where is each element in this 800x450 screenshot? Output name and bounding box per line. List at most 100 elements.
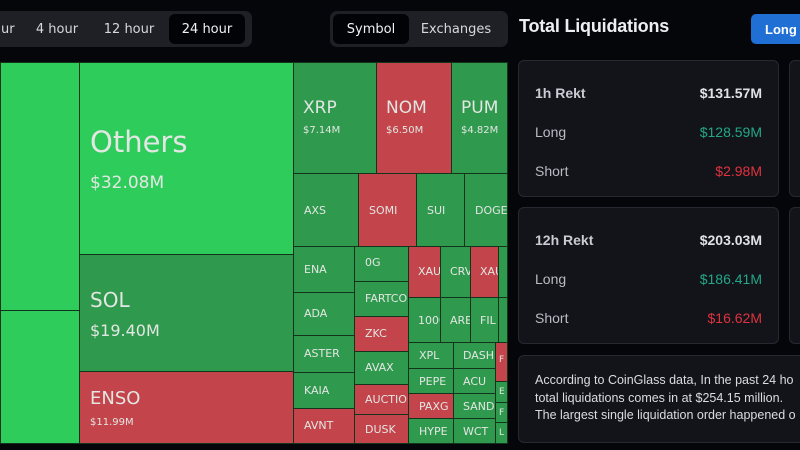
- cell-symbol: E: [499, 387, 505, 397]
- treemap-cell-doge[interactable]: DOGE: [464, 173, 508, 247]
- cell-symbol: SOMI: [369, 204, 398, 217]
- cell-symbol: FARTCOI: [365, 292, 409, 305]
- cell-symbol: ENA: [304, 263, 327, 276]
- treemap-cell-zkc[interactable]: ZKC: [354, 316, 409, 352]
- treemap-cell-paxg[interactable]: PAXG: [408, 393, 454, 419]
- treemap-cell-small[interactable]: [498, 246, 508, 298]
- liquidation-summary: According to CoinGlass data, In the past…: [518, 355, 800, 443]
- cell-symbol: 1000: [418, 314, 440, 327]
- cell-symbol: CRV: [450, 265, 471, 278]
- cell-symbol: ASTER: [304, 347, 340, 360]
- treemap-cell-dusk[interactable]: DUSK: [354, 414, 409, 444]
- treemap-cell-xau[interactable]: XAU: [408, 246, 441, 298]
- treemap-cell-ada[interactable]: ADA: [293, 292, 355, 336]
- treemap-cell-tiny[interactable]: L: [495, 422, 508, 444]
- treemap-cell-xrp[interactable]: XRP $7.14M: [293, 62, 377, 174]
- summary-line: According to CoinGlass data, In the past…: [535, 373, 794, 387]
- treemap-cell-others[interactable]: Others $32.08M: [79, 62, 294, 255]
- treemap-cell-tiny[interactable]: F: [495, 402, 508, 423]
- treemap-cell-aster[interactable]: ASTER: [293, 335, 355, 373]
- treemap-cell-hype[interactable]: HYPE: [408, 418, 454, 444]
- cell-symbol: PAXG: [419, 400, 449, 413]
- cell-symbol: AUCTIOI: [365, 393, 409, 406]
- short-label: Short: [535, 310, 569, 326]
- cell-symbol: F: [499, 408, 505, 418]
- treemap-cell-fil[interactable]: FIL: [470, 297, 499, 343]
- long-label: Long: [535, 124, 567, 140]
- cell-value: $19.40M: [90, 321, 160, 340]
- short-value: $16.62M: [707, 310, 762, 326]
- tab-24-hour[interactable]: 24 hour: [169, 14, 245, 44]
- treemap-cell-sui[interactable]: SUI: [416, 173, 465, 247]
- treemap-cell-tiny[interactable]: F: [495, 342, 508, 382]
- treemap-cell-fartcoin[interactable]: FARTCOI: [354, 281, 409, 317]
- cell-symbol: KAIA: [304, 384, 330, 397]
- treemap-cell-somi[interactable]: SOMI: [358, 173, 417, 247]
- treemap-cell-avax[interactable]: AVAX: [354, 351, 409, 385]
- panel-title: Total Liquidations: [519, 16, 670, 36]
- tab-12-hour[interactable]: 12 hour: [103, 21, 155, 37]
- treemap-cell-acu[interactable]: ACU: [453, 368, 496, 394]
- treemap-cell-eth[interactable]: [0, 310, 80, 444]
- cell-symbol: XAU: [418, 265, 441, 278]
- treemap-cell-xaut[interactable]: XAU: [470, 246, 499, 298]
- short-label: Short: [535, 163, 569, 179]
- treemap-cell-avnt[interactable]: AVNT: [293, 408, 355, 444]
- tab-1-hour[interactable]: ur: [1, 21, 15, 37]
- treemap-cell-1000[interactable]: 1000: [408, 297, 441, 343]
- long-label: Long: [535, 271, 567, 287]
- treemap-cell-sand[interactable]: SAND: [453, 393, 496, 419]
- cell-symbol: L: [499, 428, 505, 438]
- cell-symbol: HYPE: [419, 425, 448, 438]
- cell-symbol: DUSK: [365, 423, 396, 436]
- card-4h-rekt: [789, 60, 800, 197]
- summary-line: total liquidations comes in at $254.15 m…: [535, 390, 784, 405]
- treemap-cell-sol[interactable]: SOL $19.40M: [79, 254, 294, 372]
- treemap-cell-wct[interactable]: WCT: [453, 418, 496, 444]
- cell-symbol: XRP: [303, 98, 337, 118]
- treemap-cell-xpl[interactable]: XPL: [408, 342, 454, 369]
- cell-value: $11.99M: [90, 417, 134, 428]
- cell-symbol: PUM: [461, 98, 499, 118]
- short-value: $2.98M: [715, 163, 762, 179]
- treemap-cell-auction[interactable]: AUCTIOI: [354, 384, 409, 415]
- treemap-cell-small[interactable]: [498, 297, 508, 343]
- tab-symbol[interactable]: Symbol: [333, 14, 409, 44]
- cell-value: $32.08M: [90, 173, 165, 193]
- treemap-cell-ena[interactable]: ENA: [293, 246, 355, 293]
- liquidation-treemap: Others $32.08M SOL $19.40M ENSO $11.99M …: [0, 62, 508, 444]
- cell-symbol: ADA: [304, 307, 328, 320]
- cell-symbol: ZKC: [365, 327, 387, 340]
- treemap-cell-are[interactable]: ARE: [440, 297, 471, 343]
- tab-exchanges[interactable]: Exchanges: [420, 21, 492, 37]
- treemap-cell-crv[interactable]: CRV: [440, 246, 471, 298]
- cell-value: $4.82M: [461, 125, 499, 136]
- cell-symbol: XAU: [480, 265, 498, 278]
- cell-symbol: SUI: [427, 204, 446, 217]
- long-button[interactable]: Long: [751, 14, 800, 44]
- cell-symbol: NOM: [386, 98, 427, 118]
- card-1h-rekt: 1h Rekt $131.57M Long $128.59M Short $2.…: [518, 60, 779, 197]
- treemap-cell-pepe[interactable]: PEPE: [408, 368, 454, 394]
- treemap-cell-0g[interactable]: 0G: [354, 246, 409, 282]
- card-title: 12h Rekt: [535, 232, 594, 248]
- treemap-cell-tiny[interactable]: E: [495, 381, 508, 403]
- treemap-cell-enso[interactable]: ENSO $11.99M: [79, 371, 294, 444]
- cell-symbol: ACU: [463, 375, 487, 388]
- cell-symbol: SOL: [90, 288, 130, 312]
- treemap-cell-nom[interactable]: NOM $6.50M: [376, 62, 452, 174]
- tab-4-hour[interactable]: 4 hour: [35, 21, 79, 37]
- treemap-cell-dash[interactable]: DASH: [453, 342, 496, 369]
- cell-symbol: SAND: [463, 400, 495, 413]
- cell-symbol: F: [499, 355, 505, 365]
- total-value: $131.57M: [699, 85, 762, 101]
- treemap-cell-btc[interactable]: [0, 62, 80, 311]
- treemap-cell-kaia[interactable]: KAIA: [293, 372, 355, 409]
- card-24h-rekt: [789, 207, 800, 344]
- cell-symbol: XPL: [419, 349, 440, 362]
- view-tabs: Symbol Exchanges: [330, 11, 508, 47]
- cell-symbol: 0G: [365, 256, 381, 269]
- treemap-cell-axs[interactable]: AXS: [293, 173, 359, 247]
- treemap-cell-pum[interactable]: PUM $4.82M: [451, 62, 508, 174]
- card-12h-rekt: 12h Rekt $203.03M Long $186.41M Short $1…: [518, 207, 779, 344]
